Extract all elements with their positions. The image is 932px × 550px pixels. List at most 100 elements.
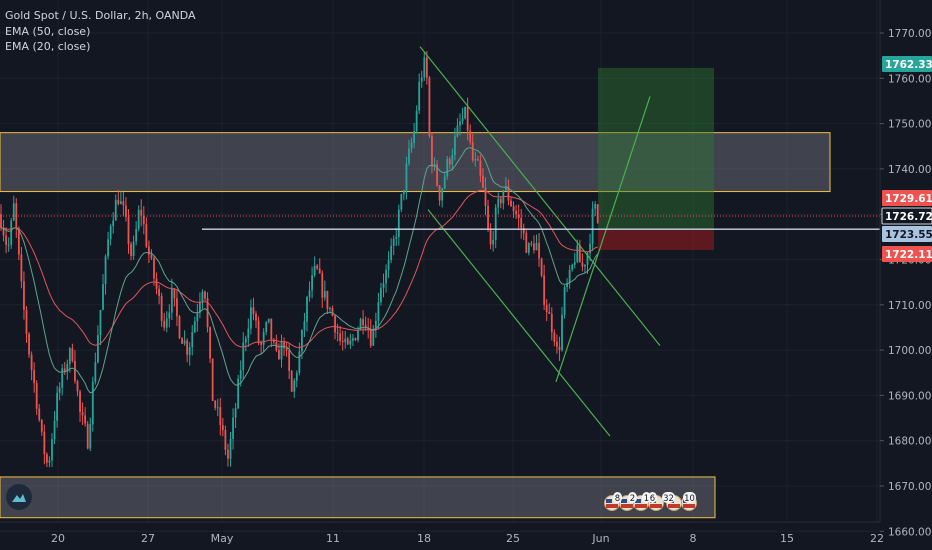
ema20-legend[interactable]: EMA (20, close) xyxy=(5,40,91,53)
candle-body xyxy=(86,423,89,449)
price-tick-label: 1670.000 xyxy=(888,481,932,493)
candle-body xyxy=(354,338,357,341)
candle-body xyxy=(74,360,76,382)
candle-body xyxy=(196,312,199,322)
economic-events[interactable]: 8 2 1 6 32 10 xyxy=(604,492,697,511)
candle-body xyxy=(255,314,257,321)
candle-body xyxy=(423,57,426,78)
candle-body xyxy=(150,254,153,258)
candle-body xyxy=(163,320,166,328)
price-tick-label: 1750.000 xyxy=(888,119,932,131)
candle-body xyxy=(168,312,171,319)
candle-body xyxy=(91,381,94,425)
candle-body xyxy=(553,332,556,342)
ema50-legend[interactable]: EMA (50, close) xyxy=(5,24,91,38)
price-tick-label: 1660.000 xyxy=(888,526,932,538)
candle-body xyxy=(482,175,484,188)
candle-body xyxy=(28,333,30,355)
candle-body xyxy=(10,220,13,245)
event-count: 1 xyxy=(644,494,649,504)
candle-body xyxy=(339,333,342,342)
candle-body xyxy=(199,302,201,313)
candle-body xyxy=(23,281,25,310)
candle-body xyxy=(469,130,472,143)
candle-body xyxy=(374,320,377,330)
candle-body xyxy=(247,328,250,339)
candle-body xyxy=(66,363,69,372)
price-label-box xyxy=(882,56,932,72)
candle-body xyxy=(237,378,240,409)
time-tick-label: 20 xyxy=(51,532,65,545)
price-label-1723.559: 1723.559 xyxy=(885,229,932,241)
candle-body xyxy=(33,370,36,384)
candle-body xyxy=(117,199,120,205)
candle-body xyxy=(306,297,308,322)
candle-body xyxy=(17,227,20,255)
candle-body xyxy=(301,329,303,352)
candle-body xyxy=(288,350,291,372)
candle-body xyxy=(239,370,242,379)
candle-body xyxy=(568,269,571,283)
candle-body xyxy=(550,313,553,333)
time-tick-label: 11 xyxy=(326,532,340,545)
candle-body xyxy=(413,131,415,143)
candle-body xyxy=(125,205,127,218)
time-tick-label: 25 xyxy=(506,532,520,545)
horizontal-line[interactable] xyxy=(0,215,880,230)
time-tick-label: 15 xyxy=(780,532,794,545)
candle-body xyxy=(576,245,579,262)
candle-body xyxy=(323,290,326,298)
candle-body xyxy=(522,228,525,234)
event-count-badge xyxy=(613,492,622,503)
candle-body xyxy=(229,438,232,459)
trendlines[interactable] xyxy=(419,46,661,437)
symbol-title[interactable]: Gold Spot / U.S. Dollar, 2h, OANDA xyxy=(5,9,196,22)
candle-body xyxy=(341,341,344,343)
candle-body xyxy=(382,283,385,288)
candle-body xyxy=(127,217,130,245)
chart-legend: Gold Spot / U.S. Dollar, 2h, OANDA EMA (… xyxy=(5,8,196,55)
candle-body xyxy=(81,412,84,416)
long-position-tool[interactable] xyxy=(598,67,714,250)
candle-body xyxy=(364,324,367,328)
candle-body xyxy=(20,254,23,282)
price-tick-label: 1700.000 xyxy=(888,345,932,357)
candle-body xyxy=(461,118,464,122)
candle-body xyxy=(336,332,339,334)
price-label-box xyxy=(881,207,932,225)
candle-body xyxy=(476,159,479,161)
tradingview-logo-icon[interactable] xyxy=(6,484,32,510)
candle-body xyxy=(130,244,132,256)
candle-body xyxy=(30,354,33,371)
price-axis[interactable]: 1770.0001760.0001750.0001740.0001730.000… xyxy=(879,0,932,550)
candle-body xyxy=(252,307,255,315)
candle-body xyxy=(244,338,247,343)
candle-body xyxy=(387,260,390,270)
candle-body xyxy=(97,335,99,363)
candle-body xyxy=(548,312,551,314)
candle-body xyxy=(290,371,293,392)
candle-body xyxy=(99,309,102,336)
candle-body xyxy=(214,400,217,408)
candle-body xyxy=(408,148,410,164)
candle-body xyxy=(295,372,298,381)
candle-body xyxy=(527,243,530,253)
candle-body xyxy=(250,307,252,329)
candle-body xyxy=(380,287,382,303)
candle-body xyxy=(400,194,403,210)
time-axis[interactable]: 20 27 May 11 18 25 Jun 8 15 22 xyxy=(0,521,884,545)
candle-body xyxy=(385,269,387,284)
time-tick-label: Jun xyxy=(591,532,609,545)
candle-body xyxy=(331,308,334,316)
candle-body xyxy=(193,321,196,333)
candle-body xyxy=(283,341,285,349)
flag-canton xyxy=(635,499,641,503)
candle-body xyxy=(441,188,444,201)
candle-body xyxy=(448,158,451,165)
candle-body xyxy=(459,121,461,126)
candle-body xyxy=(188,347,191,355)
candle-body xyxy=(227,449,229,459)
candle-body xyxy=(367,327,370,330)
candle-body xyxy=(160,296,163,321)
